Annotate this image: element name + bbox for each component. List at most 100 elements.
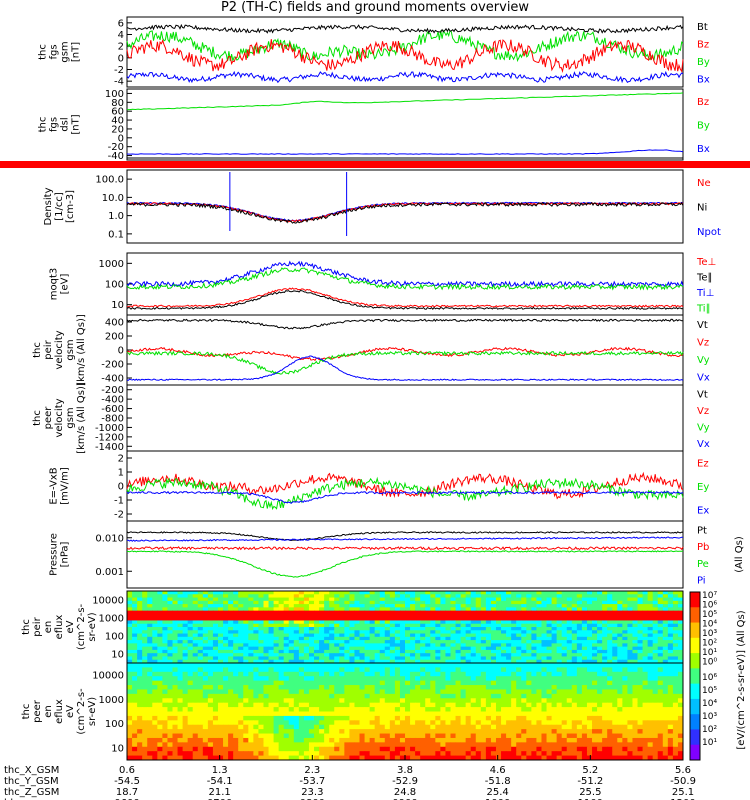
heatmap-cell xyxy=(642,623,649,628)
heatmap-cell xyxy=(293,702,300,708)
heatmap-cell xyxy=(233,640,239,644)
heatmap-cell xyxy=(212,617,219,621)
heatmap-cell xyxy=(137,597,143,602)
heatmap-cell xyxy=(672,600,679,605)
heatmap-cell xyxy=(303,680,310,686)
heatmap-cell xyxy=(501,729,507,735)
heatmap-cell xyxy=(566,711,573,717)
heatmap-cell xyxy=(243,707,249,712)
heatmap-cell xyxy=(586,591,593,595)
heatmap-cell xyxy=(339,667,345,673)
heatmap-cell xyxy=(546,742,553,748)
heatmap-cell xyxy=(632,604,639,608)
heatmap-cell xyxy=(248,680,254,686)
heatmap-cell xyxy=(132,698,138,704)
heatmap-cell xyxy=(308,620,315,625)
heatmap-cell xyxy=(425,646,431,651)
heatmap-cell xyxy=(329,698,335,704)
heatmap-cell xyxy=(177,698,184,704)
heatmap-cell xyxy=(470,653,477,657)
heatmap-cell xyxy=(217,742,224,748)
heatmap-cell xyxy=(501,724,507,730)
heatmap-cell xyxy=(501,671,507,677)
heatmap-cell xyxy=(607,627,613,631)
heatmap-cell xyxy=(516,755,522,761)
heatmap-cell xyxy=(132,711,138,717)
heatmap-cell xyxy=(298,613,305,618)
heatmap-cell xyxy=(167,702,173,708)
heatmap-cell xyxy=(576,617,583,621)
heatmap-cell xyxy=(551,689,558,695)
heatmap-cell xyxy=(187,649,194,654)
heatmap-cell xyxy=(187,613,194,618)
heatmap-cell xyxy=(551,676,558,682)
heatmap-cell xyxy=(556,693,563,699)
heatmap-cell xyxy=(389,620,396,625)
heatmap-cell xyxy=(460,751,467,757)
heatmap-cell xyxy=(435,646,441,651)
heatmap-cell xyxy=(238,751,244,757)
heatmap-cell xyxy=(359,653,366,657)
heatmap-cell xyxy=(506,711,512,717)
heatmap-cell xyxy=(142,656,148,661)
heatmap-cell xyxy=(142,715,148,721)
heatmap-cell xyxy=(187,591,194,595)
heatmap-cell xyxy=(349,685,355,690)
heatmap-cell xyxy=(369,720,376,726)
heatmap-cell xyxy=(632,707,639,712)
heatmap-cell xyxy=(344,720,350,726)
heatmap-cell xyxy=(319,636,325,641)
heatmap-cell xyxy=(202,715,209,721)
heatmap-cell xyxy=(460,715,467,721)
heatmap-cell xyxy=(521,610,527,615)
heatmap-cell xyxy=(455,720,462,726)
heatmap-cell xyxy=(202,680,209,686)
heatmap-cell xyxy=(445,610,451,615)
heatmap-cell xyxy=(167,733,173,739)
heatmap-cell xyxy=(516,711,522,717)
heatmap-cell xyxy=(132,646,138,651)
heatmap-cell xyxy=(167,715,173,721)
heatmap-cell xyxy=(354,604,361,608)
series-Pe xyxy=(127,550,684,578)
heatmap-cell xyxy=(314,711,320,717)
heatmap-cell xyxy=(162,630,168,635)
heatmap-cell xyxy=(298,733,305,739)
heatmap-cell xyxy=(516,604,522,608)
heatmap-cell xyxy=(233,698,239,704)
heatmap-cell xyxy=(152,663,158,668)
heatmap-cell xyxy=(334,702,340,708)
heatmap-cell xyxy=(526,653,532,657)
heatmap-cell xyxy=(571,680,578,686)
heatmap-cell xyxy=(268,617,275,621)
heatmap-cell xyxy=(490,729,497,735)
heatmap-cell xyxy=(217,720,224,726)
heatmap-cell xyxy=(460,646,467,651)
heatmap-cell xyxy=(273,685,280,690)
heatmap-cell xyxy=(329,604,335,608)
heatmap-cell xyxy=(581,711,588,717)
heatmap-cell xyxy=(308,751,315,757)
heatmap-cell xyxy=(662,646,669,651)
heatmap-cell xyxy=(430,617,436,621)
heatmap-cell xyxy=(172,613,179,618)
heatmap-cell xyxy=(172,693,179,699)
heatmap-cell xyxy=(162,600,168,605)
heatmap-cell xyxy=(480,656,487,661)
heatmap-cell xyxy=(187,724,194,730)
heatmap-cell xyxy=(647,623,654,628)
heatmap-cell xyxy=(480,733,487,739)
heatmap-cell xyxy=(354,591,361,595)
heatmap-cell xyxy=(389,663,396,668)
heatmap-cell xyxy=(657,729,664,735)
heatmap-cell xyxy=(586,604,593,608)
heatmap-cell xyxy=(288,636,295,641)
heatmap-cell xyxy=(541,591,548,595)
heatmap-cell xyxy=(314,751,320,757)
heatmap-cell xyxy=(147,667,153,673)
heatmap-cell xyxy=(288,755,295,761)
series-Pb xyxy=(126,546,684,551)
heatmap-cell xyxy=(354,630,361,635)
heatmap-cell xyxy=(197,613,204,618)
heatmap-cell xyxy=(637,597,644,602)
